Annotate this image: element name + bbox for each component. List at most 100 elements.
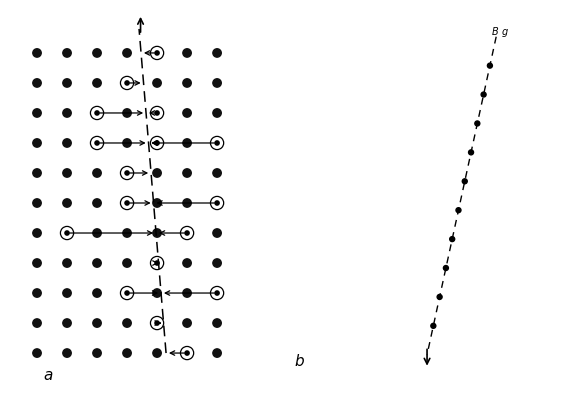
Circle shape [211,137,223,150]
Circle shape [487,63,493,68]
Circle shape [65,231,69,235]
Circle shape [93,169,101,177]
Circle shape [33,349,41,357]
Circle shape [33,139,41,147]
Circle shape [153,229,161,237]
Circle shape [33,169,41,177]
Circle shape [462,179,467,184]
Circle shape [123,259,131,267]
Circle shape [93,259,101,267]
Circle shape [150,46,164,60]
Circle shape [185,351,189,355]
Circle shape [93,319,101,327]
Circle shape [155,261,159,265]
Circle shape [211,197,223,210]
Circle shape [63,199,71,207]
Circle shape [125,291,129,295]
Circle shape [215,291,219,295]
Circle shape [95,141,99,145]
Circle shape [33,49,41,57]
Circle shape [63,319,71,327]
Circle shape [456,208,461,213]
Circle shape [125,171,129,175]
Circle shape [93,349,101,357]
Circle shape [183,79,191,87]
Circle shape [183,139,191,147]
Circle shape [183,289,191,297]
Circle shape [469,150,473,155]
Circle shape [150,137,164,150]
Circle shape [155,111,159,115]
Circle shape [121,286,133,300]
Circle shape [213,169,221,177]
Circle shape [123,49,131,57]
Circle shape [33,289,41,297]
Circle shape [180,226,194,240]
Circle shape [153,169,161,177]
Circle shape [431,323,436,328]
Circle shape [93,229,101,237]
Circle shape [93,199,101,207]
Circle shape [121,166,133,179]
Circle shape [183,49,191,57]
Text: g: g [502,27,508,37]
Circle shape [33,229,41,237]
Circle shape [33,199,41,207]
Circle shape [60,226,74,240]
Circle shape [63,259,71,267]
Circle shape [183,169,191,177]
Circle shape [155,141,159,145]
Circle shape [125,201,129,205]
Circle shape [63,79,71,87]
Circle shape [213,229,221,237]
Circle shape [155,51,159,55]
Circle shape [121,76,133,90]
Circle shape [437,295,442,299]
Circle shape [153,349,161,357]
Circle shape [91,106,104,119]
Circle shape [123,229,131,237]
Circle shape [481,92,486,97]
Circle shape [125,81,129,85]
Circle shape [215,141,219,145]
Circle shape [213,259,221,267]
Circle shape [153,289,161,297]
Circle shape [213,349,221,357]
Circle shape [33,259,41,267]
Circle shape [93,79,101,87]
Circle shape [123,139,131,147]
Circle shape [183,109,191,117]
Circle shape [155,321,159,325]
Circle shape [450,237,455,242]
Circle shape [123,349,131,357]
Circle shape [63,349,71,357]
Circle shape [123,319,131,327]
Text: b: b [294,354,304,369]
Circle shape [63,289,71,297]
Circle shape [215,201,219,205]
Circle shape [180,347,194,360]
Text: a: a [43,368,53,383]
Circle shape [443,266,448,270]
Circle shape [63,49,71,57]
Circle shape [213,79,221,87]
Circle shape [153,199,161,207]
Circle shape [91,137,104,150]
Circle shape [63,109,71,117]
Circle shape [213,49,221,57]
Circle shape [121,197,133,210]
Circle shape [213,109,221,117]
Circle shape [63,169,71,177]
Circle shape [213,319,221,327]
Circle shape [475,121,480,126]
Circle shape [150,106,164,119]
Circle shape [185,231,189,235]
Circle shape [123,109,131,117]
Circle shape [183,259,191,267]
Circle shape [153,79,161,87]
Circle shape [33,79,41,87]
Circle shape [150,316,164,330]
Circle shape [211,286,223,300]
Circle shape [150,256,164,270]
Circle shape [183,319,191,327]
